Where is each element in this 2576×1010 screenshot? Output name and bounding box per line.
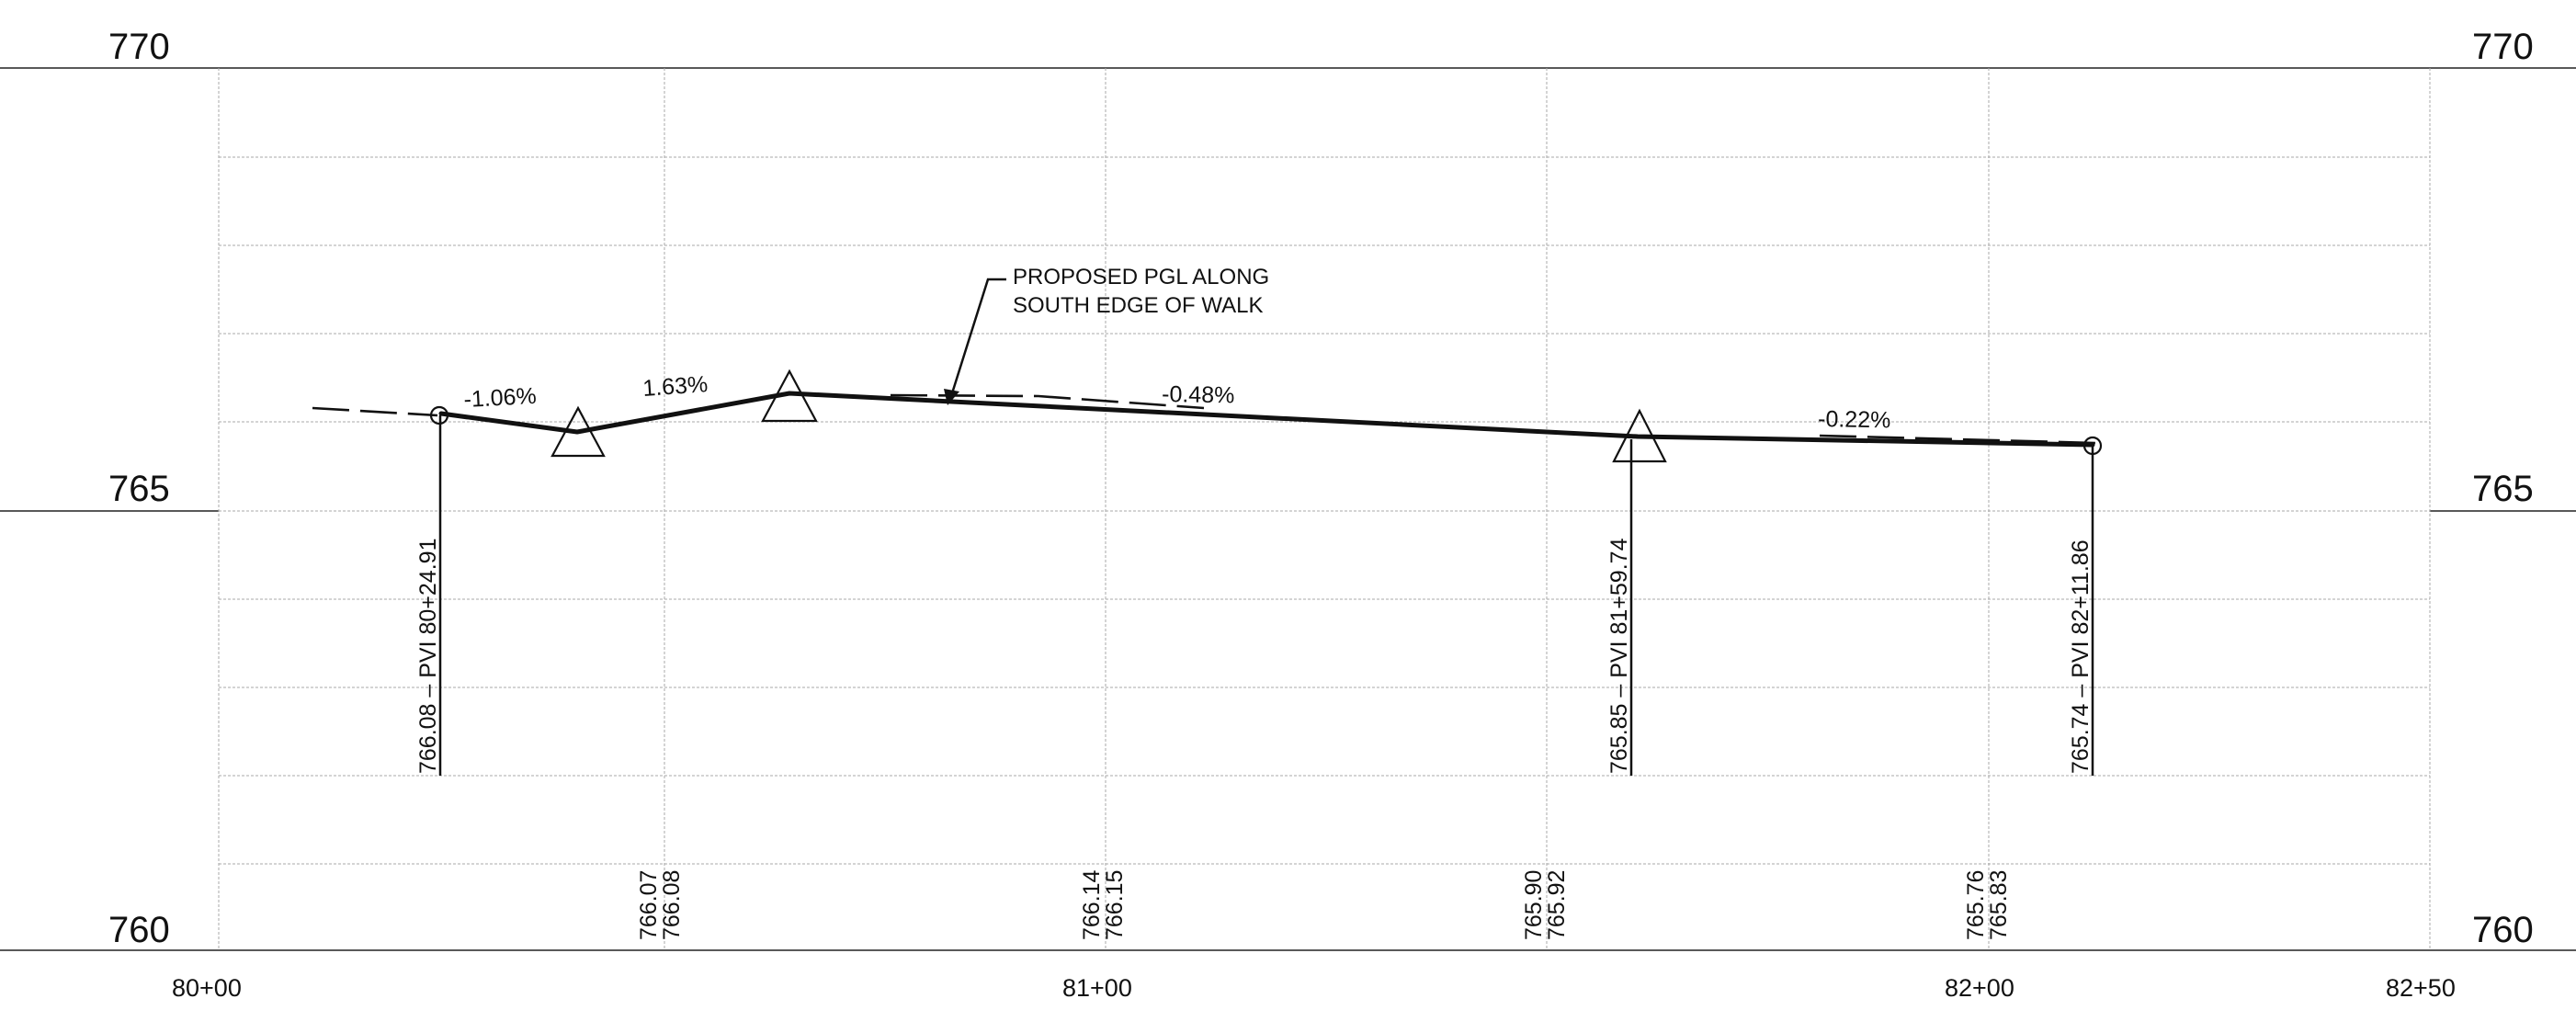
station-label-82-00: 82+00	[1945, 974, 2014, 1002]
grade-break-triangle-2	[761, 369, 818, 423]
existing-ground-dashed-left	[312, 406, 438, 417]
pvi-label-left: 766.08 – PVI 80+24.91	[415, 539, 441, 774]
bottom-value-2b: 766.15	[1102, 870, 1128, 940]
callout-note-line-2: SOUTH EDGE OF WALK	[1013, 293, 1263, 318]
pvi-label-right: 765.74 – PVI 82+11.86	[2068, 539, 2094, 774]
bottom-value-1a: 766.07	[636, 870, 662, 940]
elevation-mid-right: 765	[2472, 469, 2534, 509]
station-label-82-50: 82+50	[2386, 974, 2456, 1002]
elevation-top-left: 770	[108, 27, 170, 67]
bottom-value-3b: 765.92	[1544, 870, 1570, 940]
callout-arrowhead	[944, 389, 959, 405]
callout-leader-line	[950, 278, 1006, 394]
bottom-value-1b: 766.08	[659, 870, 685, 940]
grade-label-3: -0.48%	[1162, 381, 1235, 408]
elevation-bottom-right: 760	[2472, 910, 2534, 950]
callout-note-line-1: PROPOSED PGL ALONG	[1013, 265, 1269, 289]
bottom-value-4a: 765.76	[1963, 870, 1989, 940]
elevation-top-right: 770	[2472, 27, 2534, 67]
bottom-value-3a: 765.90	[1521, 870, 1547, 940]
grade-break-triangle-3	[1612, 408, 1667, 463]
grade-label-2: 1.63%	[641, 371, 709, 402]
station-label-80-00: 80+00	[172, 974, 242, 1002]
station-label-81-00: 81+00	[1062, 974, 1132, 1002]
grade-label-4: -0.22%	[1818, 406, 1891, 433]
elevation-bottom-left: 760	[108, 910, 170, 950]
pvi-label-middle: 765.85 – PVI 81+59.74	[1606, 538, 1632, 774]
elevation-mid-left: 765	[108, 469, 170, 509]
grade-break-triangle-1	[550, 405, 606, 458]
proposed-profile-line	[438, 391, 2095, 448]
bottom-value-2a: 766.14	[1079, 869, 1105, 940]
existing-ground-dashed-mid	[890, 393, 1205, 410]
bottom-value-4b: 765.83	[1986, 870, 2012, 940]
grade-label-1: -1.06%	[463, 383, 538, 413]
